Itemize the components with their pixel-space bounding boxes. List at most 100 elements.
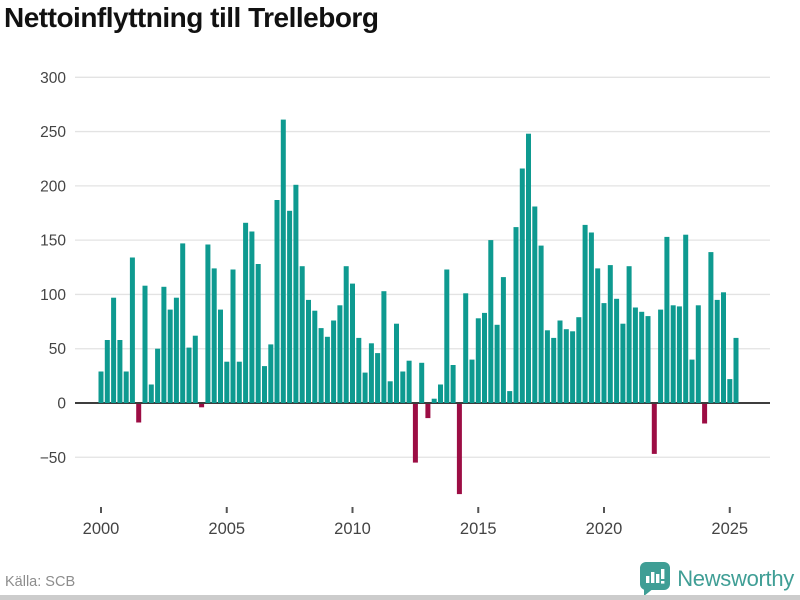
quarter-bar	[412, 404, 418, 463]
quarter-bar	[117, 340, 123, 403]
quarter-bar	[632, 307, 638, 403]
quarter-bar	[324, 336, 330, 403]
quarter-bar	[236, 361, 242, 403]
quarter-bar	[318, 328, 324, 403]
quarter-bar	[444, 269, 450, 403]
quarter-bar	[104, 340, 110, 403]
quarter-bar	[387, 381, 393, 403]
quarter-bar	[293, 184, 299, 403]
y-axis-label: 250	[40, 124, 66, 141]
quarter-bar	[155, 348, 161, 403]
x-axis-label: 2010	[334, 520, 371, 538]
quarter-bar	[331, 320, 337, 403]
quarter-bar	[557, 320, 563, 403]
quarter-bar	[708, 252, 714, 403]
quarter-bar	[167, 309, 173, 403]
y-axis-label: 150	[40, 233, 66, 250]
newsworthy-logo[interactable]: Newsworthy	[640, 562, 794, 596]
quarter-bar	[614, 298, 620, 403]
y-axis-label: 300	[40, 70, 66, 87]
newsworthy-wordmark: Newsworthy	[677, 566, 794, 591]
quarter-bar	[173, 297, 179, 403]
quarter-bar	[532, 206, 538, 403]
quarter-bar	[381, 291, 387, 403]
x-axis-label: 2000	[83, 520, 120, 538]
quarter-bar	[394, 323, 399, 403]
quarter-bar	[551, 337, 557, 403]
quarter-bar	[400, 371, 406, 403]
quarter-bar	[544, 330, 550, 403]
quarter-bar	[582, 224, 588, 403]
quarter-bar	[337, 305, 343, 403]
quarter-bar	[576, 317, 582, 403]
quarter-bar	[689, 359, 695, 403]
quarter-bar	[312, 310, 318, 403]
quarter-bar	[500, 277, 506, 403]
quarter-bar	[513, 227, 519, 403]
quarter-bar	[280, 119, 286, 403]
quarter-bar	[136, 404, 142, 423]
quarter-bar	[268, 344, 274, 403]
x-axis-label: 2020	[586, 520, 623, 538]
x-axis-label: 2015	[460, 520, 497, 538]
quarter-bar	[519, 168, 525, 403]
quarter-bar	[702, 404, 708, 424]
quarter-bar	[343, 266, 349, 403]
quarter-bar	[368, 343, 374, 403]
quarter-bar	[218, 309, 223, 403]
quarter-bar	[438, 384, 443, 403]
quarter-bar	[695, 305, 701, 403]
x-axis-label: 2005	[208, 520, 245, 538]
quarter-bar	[721, 292, 726, 403]
bar-chart: −50 0 50 100 150 200 250 300 2000 2005 2010 2015 202…	[40, 70, 770, 538]
quarter-bar	[287, 210, 293, 403]
quarter-bar	[727, 379, 733, 403]
quarter-bar	[211, 268, 217, 403]
quarter-bar	[350, 283, 355, 403]
quarter-bar	[255, 264, 261, 403]
quarter-bar	[129, 257, 135, 403]
quarter-bar	[161, 286, 167, 403]
quarter-bar	[676, 306, 682, 403]
quarter-bar	[425, 404, 431, 419]
quarter-bar	[148, 384, 154, 403]
quarter-bar	[306, 299, 311, 403]
quarter-bar	[299, 266, 305, 403]
y-axis-label: −50	[40, 450, 67, 467]
quarter-bar	[362, 372, 368, 403]
quarter-bar	[607, 265, 613, 403]
quarter-bar	[507, 391, 513, 403]
quarter-bar	[186, 347, 192, 403]
quarter-bar	[714, 299, 720, 403]
window-bottom-edge	[0, 595, 800, 600]
quarter-bar	[658, 309, 664, 403]
quarter-bar	[262, 366, 267, 403]
y-axis-label: 0	[57, 396, 66, 413]
x-axis-label: 2025	[711, 520, 748, 538]
quarter-bar	[639, 311, 645, 403]
y-axis-label: 200	[40, 178, 66, 195]
quarter-bar	[431, 398, 437, 403]
quarter-bar	[111, 297, 117, 403]
quarter-bar	[205, 244, 211, 403]
quarter-bar	[199, 404, 205, 408]
quarter-bar	[142, 285, 148, 403]
quarter-bar	[456, 404, 462, 495]
chart-title: Nettoinflyttning till Trelleborg	[4, 2, 379, 33]
quarter-bar	[98, 371, 104, 403]
quarter-bar	[670, 305, 676, 403]
quarter-bar	[626, 266, 632, 403]
quarter-bar	[563, 329, 569, 403]
quarter-bar	[733, 337, 739, 403]
quarter-bar	[620, 323, 626, 403]
newsworthy-icon	[640, 562, 671, 596]
quarter-bar	[375, 353, 381, 403]
quarter-bar	[595, 268, 601, 403]
quarter-bar	[274, 200, 280, 403]
quarter-bar	[475, 318, 481, 403]
source-text: Källa: SCB	[5, 574, 76, 590]
quarter-bar	[230, 269, 236, 403]
quarter-bar	[243, 222, 249, 403]
quarter-bar	[450, 365, 456, 403]
quarter-bar	[683, 234, 689, 403]
